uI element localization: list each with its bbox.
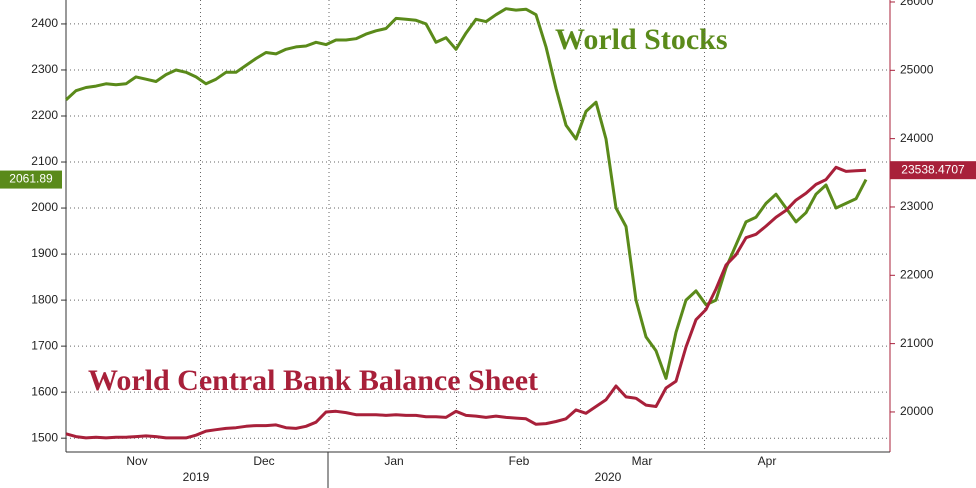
last-value-label: 23538.4707 xyxy=(901,162,965,176)
series-label: World Stocks xyxy=(555,23,728,56)
y-tick-label: 1700 xyxy=(31,338,58,352)
y-tick-label: 2400 xyxy=(31,16,58,30)
series-label: World Central Bank Balance Sheet xyxy=(88,364,538,397)
y-tick-label: 2200 xyxy=(31,108,58,122)
last-value-tag xyxy=(0,170,62,189)
x-tick-label: Dec xyxy=(253,454,274,468)
y2-tick-label: 20000 xyxy=(900,404,934,418)
x-tick-label: Mar xyxy=(632,454,653,468)
y2-tick-label: 25000 xyxy=(900,62,934,76)
last-value-tag xyxy=(890,161,976,180)
y-tick-label: 1500 xyxy=(31,430,58,444)
y-tick-label: 2100 xyxy=(31,154,58,168)
y-tick-label: 1800 xyxy=(31,292,58,306)
y-tick-label: 2000 xyxy=(31,200,58,214)
last-value-label: 2061.89 xyxy=(9,172,53,186)
y-tick-label: 1600 xyxy=(31,384,58,398)
y2-tick-label: 24000 xyxy=(900,131,934,145)
x-tick-label: Apr xyxy=(758,454,777,468)
x-year-label: 2020 xyxy=(595,470,622,484)
y2-tick-label: 22000 xyxy=(900,267,934,281)
y2-tick-label: 23000 xyxy=(900,199,934,213)
x-tick-label: Feb xyxy=(509,454,530,468)
series-line xyxy=(64,7,868,380)
x-tick-label: Nov xyxy=(126,454,147,468)
y2-tick-label: 21000 xyxy=(900,336,934,350)
y-tick-label: 2300 xyxy=(31,62,58,76)
y2-tick-label: 26000 xyxy=(900,0,934,8)
x-tick-label: Jan xyxy=(384,454,403,468)
x-year-label: 2019 xyxy=(183,470,210,484)
y-tick-label: 1900 xyxy=(31,246,58,260)
series-line xyxy=(65,165,867,440)
